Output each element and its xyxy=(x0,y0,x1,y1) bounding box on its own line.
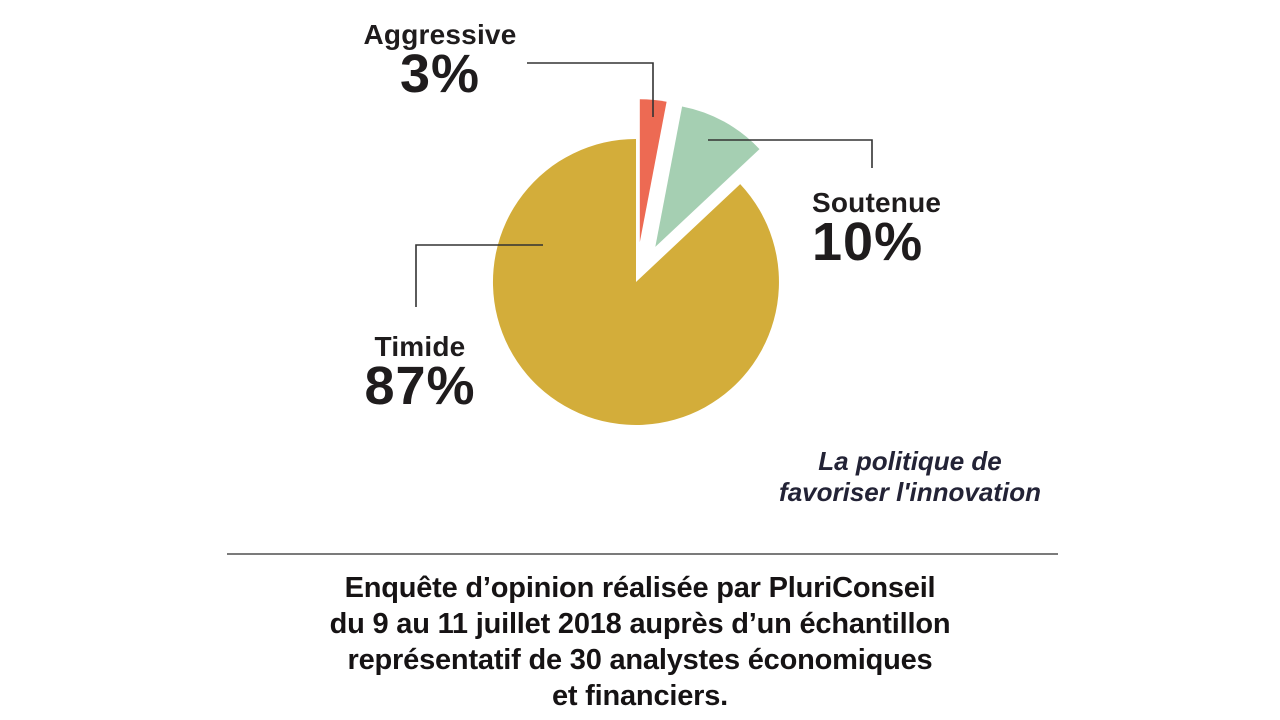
caption-line-1: La politique de xyxy=(818,446,1002,476)
timide-value-text: 87% xyxy=(364,356,476,416)
soutenue-connector-line xyxy=(708,139,873,168)
pie-slice-aggressive xyxy=(639,99,667,243)
footer-line-2: du 9 au 11 juillet 2018 auprès d’un écha… xyxy=(329,608,951,640)
footer-line-4: et financiers. xyxy=(551,680,729,712)
timide-label-text: Timide xyxy=(374,331,466,362)
label-timide: Timide 87% xyxy=(310,331,530,416)
label-aggressive: Aggressive 3% xyxy=(330,19,550,104)
chart-caption: La politique de favoriser l'innovation xyxy=(760,446,1060,508)
footer-note: Enquête d’opinion réalisée par PluriCons… xyxy=(0,570,1280,714)
footer-line-3: représentatif de 30 analystes économique… xyxy=(347,644,933,676)
soutenue-label-text: Soutenue xyxy=(812,187,942,218)
timide-connector-line xyxy=(415,244,543,307)
aggressive-connector-line xyxy=(527,62,654,117)
aggressive-value-text: 3% xyxy=(399,44,481,104)
label-soutenue: Soutenue 10% xyxy=(812,187,1032,272)
aggressive-label-text: Aggressive xyxy=(363,19,517,50)
pie-slice-soutenue xyxy=(655,106,760,247)
soutenue-value-text: 10% xyxy=(812,212,924,272)
caption-line-2: favoriser l'innovation xyxy=(779,477,1041,507)
pie-slice-timide xyxy=(492,138,779,425)
footer-line-1: Enquête d’opinion réalisée par PluriCons… xyxy=(344,572,936,604)
pie-slices xyxy=(492,99,779,425)
separator-line xyxy=(227,553,1058,555)
